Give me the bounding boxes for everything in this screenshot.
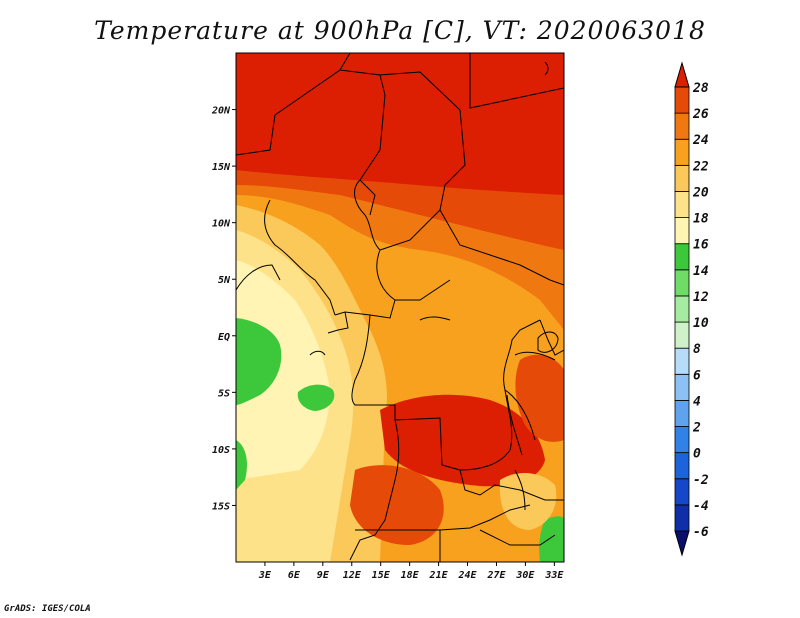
colorbar-box (674, 321, 690, 349)
colorbar-min-triangle (674, 530, 690, 557)
colorbar-box (674, 426, 690, 454)
lon-tick-label: 21E (429, 570, 449, 581)
temperature-field (236, 53, 564, 562)
colorbar-label: 8 (693, 342, 701, 357)
lat-tick-label: 5S (218, 388, 230, 399)
colorbar-box (674, 347, 690, 375)
colorbar-label: 0 (693, 447, 701, 462)
colorbar-label: 16 (693, 238, 709, 253)
lon-tick-label: 18E (401, 570, 420, 581)
colorbar-box (674, 243, 690, 271)
colorbar-label: 22 (692, 159, 709, 174)
colorbar-label: 14 (693, 264, 709, 279)
lon-tick-label: 12E (343, 570, 362, 581)
colorbar-label: -6 (693, 525, 709, 540)
colorbar-label: 12 (693, 290, 709, 305)
colorbar-label: 20 (692, 185, 709, 200)
colorbar-label: 28 (692, 81, 709, 96)
colorbar-box (674, 164, 690, 192)
colorbar-box (674, 373, 690, 401)
lon-tick-label: 30E (515, 570, 535, 581)
colorbar-label: 4 (693, 394, 701, 409)
colorbar-box (674, 86, 690, 114)
colorbar-box (674, 269, 690, 297)
colorbar-label: 10 (693, 316, 709, 331)
lat-tick-label: 20N (211, 106, 231, 117)
grads-credit: GrADS: IGES/COLA (4, 604, 91, 614)
colorbar-label: 2 (692, 421, 701, 436)
lat-tick-label: 10N (212, 219, 231, 230)
colorbar-box (674, 217, 690, 245)
colorbar-box (674, 112, 690, 140)
latitude-axis: 20N 15N 10N 5N EQ 5S 10S 15S (211, 106, 236, 512)
colorbar-box (674, 400, 690, 427)
lon-tick-label: 6E (288, 570, 301, 581)
lon-tick-label: 15E (372, 570, 391, 581)
lon-tick-label: 9E (317, 570, 330, 581)
colorbar-label: -4 (693, 499, 709, 514)
lat-tick-label: 15S (212, 501, 230, 512)
map-frame (235, 52, 565, 563)
country-borders (236, 53, 564, 562)
lake-outlines (309, 61, 559, 511)
colorbar-box (674, 504, 690, 532)
colorbar-box (674, 478, 690, 506)
colorbar-box (674, 452, 690, 480)
colorbar-label: 18 (693, 212, 709, 227)
lat-tick-label: EQ (218, 332, 230, 343)
colorbar-label: 24 (692, 133, 709, 148)
lon-tick-label: 3E (258, 570, 272, 581)
lon-tick-label: 24E (457, 570, 477, 581)
colorbar-label: 6 (693, 368, 701, 383)
map-title: Temperature at 900hPa [C], VT: 202006301… (94, 16, 706, 45)
colorbar-box (674, 295, 690, 323)
colorbar-label: 26 (692, 107, 709, 122)
colorbar-box (674, 138, 690, 166)
lat-tick-label: 15N (212, 162, 231, 173)
lon-tick-label: 33E (544, 570, 564, 581)
colorbar-box (674, 191, 690, 218)
longitude-axis: 3E 6E 9E 12E 15E 18E 21E 24E 27E 30E 33E (258, 562, 564, 581)
colorbar-label: -2 (693, 473, 709, 488)
lon-tick-label: 27E (486, 570, 506, 581)
lat-tick-label: 10S (212, 445, 230, 456)
colorbar-max-triangle (674, 61, 690, 88)
lat-tick-label: 5N (218, 275, 231, 286)
